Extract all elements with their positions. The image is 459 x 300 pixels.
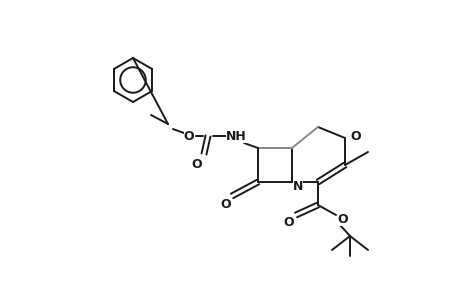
Text: NH: NH [225,130,246,142]
Text: O: O [337,214,347,226]
Text: O: O [183,130,194,142]
Text: O: O [350,130,360,143]
Text: O: O [191,158,202,170]
Text: N: N [292,179,302,193]
Text: O: O [283,217,294,230]
Text: O: O [220,199,231,212]
